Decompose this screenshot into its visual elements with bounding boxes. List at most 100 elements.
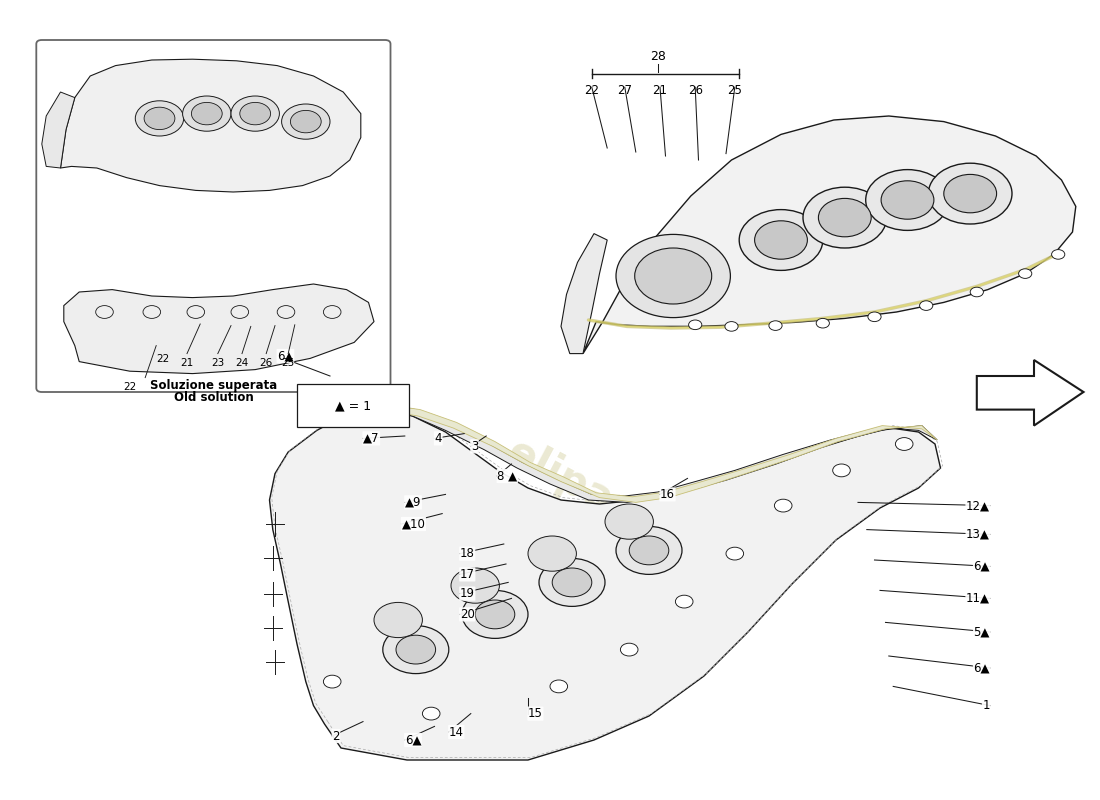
Circle shape — [1019, 269, 1032, 278]
Circle shape — [282, 104, 330, 139]
Text: 24: 24 — [235, 358, 249, 367]
Circle shape — [462, 590, 528, 638]
Polygon shape — [379, 404, 937, 502]
Circle shape — [944, 174, 997, 213]
Text: 26: 26 — [688, 84, 703, 97]
Text: 13▲: 13▲ — [966, 528, 990, 541]
FancyBboxPatch shape — [297, 384, 409, 427]
Text: 22: 22 — [584, 84, 600, 97]
Circle shape — [774, 499, 792, 512]
Circle shape — [240, 102, 271, 125]
Text: 8 ▲: 8 ▲ — [497, 470, 517, 482]
Circle shape — [451, 568, 499, 603]
Circle shape — [144, 107, 175, 130]
Text: a product of parts 2005: a product of parts 2005 — [463, 498, 659, 614]
Text: Soluzione superata: Soluzione superata — [150, 379, 277, 392]
Circle shape — [928, 163, 1012, 224]
Circle shape — [689, 320, 702, 330]
Circle shape — [739, 210, 823, 270]
Circle shape — [620, 643, 638, 656]
Circle shape — [550, 680, 568, 693]
Text: 28: 28 — [650, 50, 666, 62]
Circle shape — [866, 170, 949, 230]
Circle shape — [868, 312, 881, 322]
Text: 5▲: 5▲ — [974, 626, 990, 638]
Polygon shape — [583, 116, 1076, 354]
Circle shape — [1052, 250, 1065, 259]
Circle shape — [920, 301, 933, 310]
Text: ▲ = 1: ▲ = 1 — [336, 399, 371, 412]
Text: Old solution: Old solution — [174, 391, 253, 404]
Text: 26: 26 — [260, 358, 273, 367]
Polygon shape — [60, 59, 361, 192]
Text: ▲9: ▲9 — [405, 496, 421, 509]
Circle shape — [605, 504, 653, 539]
Circle shape — [725, 322, 738, 331]
Text: 14: 14 — [449, 726, 464, 738]
Circle shape — [616, 526, 682, 574]
Text: 22: 22 — [123, 382, 136, 392]
Text: 20: 20 — [460, 608, 475, 621]
Polygon shape — [64, 284, 374, 374]
Circle shape — [635, 248, 712, 304]
Text: 4: 4 — [434, 432, 442, 445]
Circle shape — [135, 101, 184, 136]
Text: 15: 15 — [528, 707, 543, 720]
Circle shape — [231, 96, 279, 131]
Circle shape — [290, 110, 321, 133]
Circle shape — [475, 600, 515, 629]
Circle shape — [895, 438, 913, 450]
Text: 18: 18 — [460, 547, 475, 560]
Polygon shape — [977, 360, 1084, 426]
Text: 27: 27 — [617, 84, 632, 97]
Text: 6▲: 6▲ — [974, 662, 990, 674]
Circle shape — [383, 626, 449, 674]
Text: 2: 2 — [332, 730, 340, 742]
Circle shape — [528, 536, 576, 571]
Text: 1: 1 — [982, 699, 990, 712]
Circle shape — [552, 568, 592, 597]
Text: 21: 21 — [652, 84, 668, 97]
Circle shape — [675, 595, 693, 608]
Text: 3: 3 — [471, 440, 478, 453]
Text: eliparts: eliparts — [499, 431, 678, 553]
Circle shape — [726, 547, 744, 560]
Polygon shape — [270, 408, 940, 760]
Circle shape — [803, 187, 887, 248]
Text: 22: 22 — [156, 354, 169, 363]
Circle shape — [422, 707, 440, 720]
Circle shape — [629, 536, 669, 565]
Polygon shape — [42, 92, 75, 168]
Text: 11▲: 11▲ — [966, 592, 990, 605]
Circle shape — [755, 221, 807, 259]
Circle shape — [323, 675, 341, 688]
Text: 6▲: 6▲ — [974, 560, 990, 573]
Text: 6▲: 6▲ — [405, 734, 421, 746]
Circle shape — [818, 198, 871, 237]
Text: 23: 23 — [211, 358, 224, 367]
Text: 16: 16 — [660, 488, 675, 501]
Circle shape — [396, 635, 436, 664]
Text: 12▲: 12▲ — [966, 499, 990, 512]
Polygon shape — [561, 234, 607, 354]
Polygon shape — [379, 404, 937, 502]
Circle shape — [970, 287, 983, 297]
Circle shape — [374, 602, 422, 638]
Text: 21: 21 — [180, 358, 194, 367]
Circle shape — [183, 96, 231, 131]
Circle shape — [539, 558, 605, 606]
Text: 6▲: 6▲ — [277, 350, 294, 362]
Circle shape — [769, 321, 782, 330]
Circle shape — [616, 234, 730, 318]
Text: 17: 17 — [460, 568, 475, 581]
Circle shape — [816, 318, 829, 328]
Text: ▲7: ▲7 — [363, 432, 379, 445]
Text: 25: 25 — [727, 84, 742, 97]
FancyBboxPatch shape — [36, 40, 390, 392]
Circle shape — [191, 102, 222, 125]
Text: 19: 19 — [460, 587, 475, 600]
Text: ▲10: ▲10 — [402, 518, 426, 530]
Circle shape — [833, 464, 850, 477]
Circle shape — [881, 181, 934, 219]
Text: 25: 25 — [282, 358, 295, 367]
